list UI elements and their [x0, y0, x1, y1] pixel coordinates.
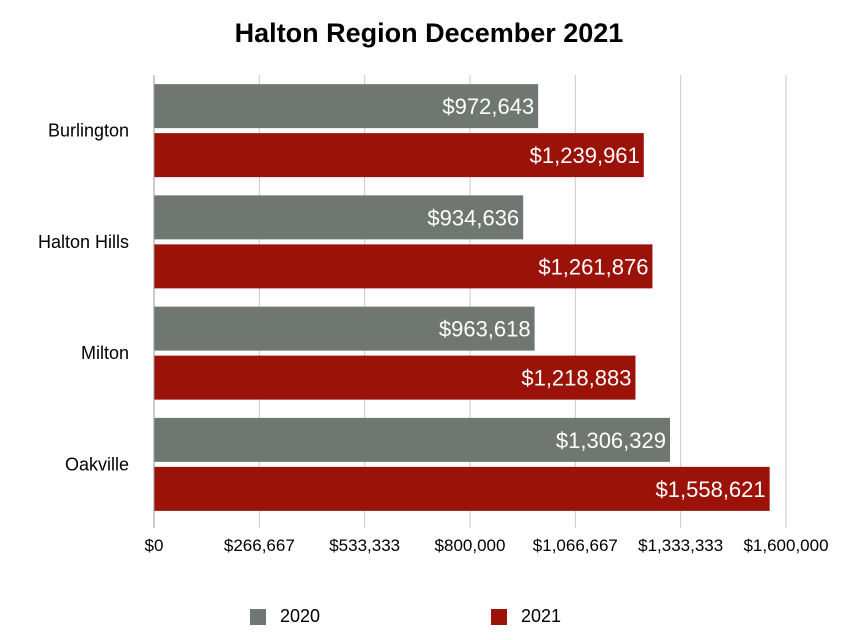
data-label: $963,618	[439, 317, 531, 342]
data-label: $1,218,883	[521, 366, 631, 391]
x-tick-label: $1,600,000	[743, 536, 828, 555]
bar-2020	[154, 306, 535, 351]
x-tick-label: $800,000	[435, 536, 506, 555]
legend-item-2021: 2021	[491, 606, 561, 627]
x-tick-label: $533,333	[329, 536, 400, 555]
data-label: $1,558,621	[656, 477, 766, 502]
legend-label-2021: 2021	[521, 606, 562, 626]
category-label: Burlington	[48, 121, 129, 141]
data-label: $934,636	[427, 205, 519, 230]
category-label: Milton	[81, 343, 129, 363]
bar-2021	[154, 244, 653, 289]
bar-2020	[154, 195, 524, 240]
x-tick-label: $1,333,333	[638, 536, 723, 555]
bar-2020	[154, 417, 670, 462]
chart-title: Halton Region December 2021	[234, 18, 624, 48]
bar-2021	[154, 133, 644, 178]
x-tick-label: $0	[145, 536, 164, 555]
bar-2021	[154, 355, 636, 400]
legend-label-2020: 2020	[280, 606, 321, 626]
x-tick-label: $1,066,667	[533, 536, 618, 555]
data-label: $1,306,329	[556, 428, 666, 453]
category-label: Oakville	[65, 454, 129, 474]
data-label: $1,239,961	[530, 143, 640, 168]
data-label: $972,643	[442, 94, 534, 119]
x-tick-label: $266,667	[224, 536, 295, 555]
legend-swatch-2020	[250, 608, 266, 625]
bar-2021	[154, 466, 770, 511]
category-label: Halton Hills	[38, 232, 129, 252]
data-label: $1,261,876	[538, 254, 648, 279]
legend-swatch-2021	[491, 608, 507, 625]
legend-item-2020: 2020	[250, 606, 320, 627]
bar-2020	[154, 84, 539, 129]
